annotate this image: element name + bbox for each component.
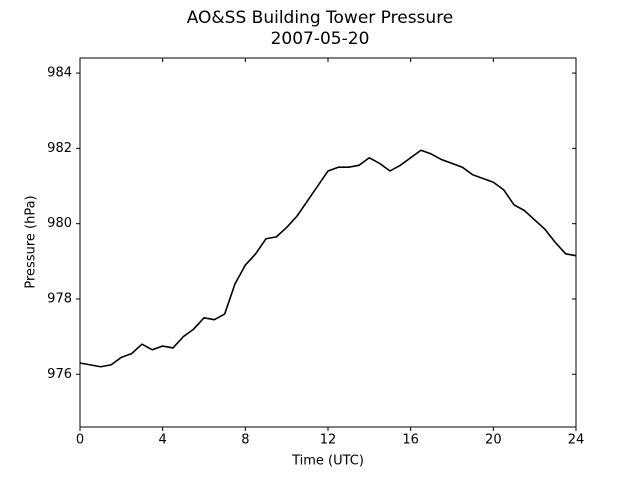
y-tick-label: 978	[47, 291, 72, 306]
x-tick-label: 8	[241, 433, 249, 448]
x-tick-label: 20	[485, 433, 502, 448]
chart-subtitle: 2007-05-20	[271, 29, 370, 49]
x-tick-label: 24	[568, 433, 585, 448]
y-axis-label: Pressure (hPa)	[24, 195, 39, 288]
plot-frame	[79, 57, 577, 428]
x-tick-label: 0	[76, 433, 84, 448]
x-axis-label: Time (UTC)	[291, 454, 364, 469]
y-tick-label: 984	[47, 66, 72, 81]
y-tick-label: 976	[47, 367, 72, 382]
y-tick-label: 982	[47, 141, 72, 156]
y-tick-label: 980	[47, 216, 72, 231]
chart-title: AO&SS Building Tower Pressure	[187, 8, 454, 28]
x-tick-label: 12	[320, 433, 337, 448]
x-tick-label: 16	[402, 433, 419, 448]
x-tick-label: 4	[159, 433, 167, 448]
data-line	[79, 149, 577, 368]
